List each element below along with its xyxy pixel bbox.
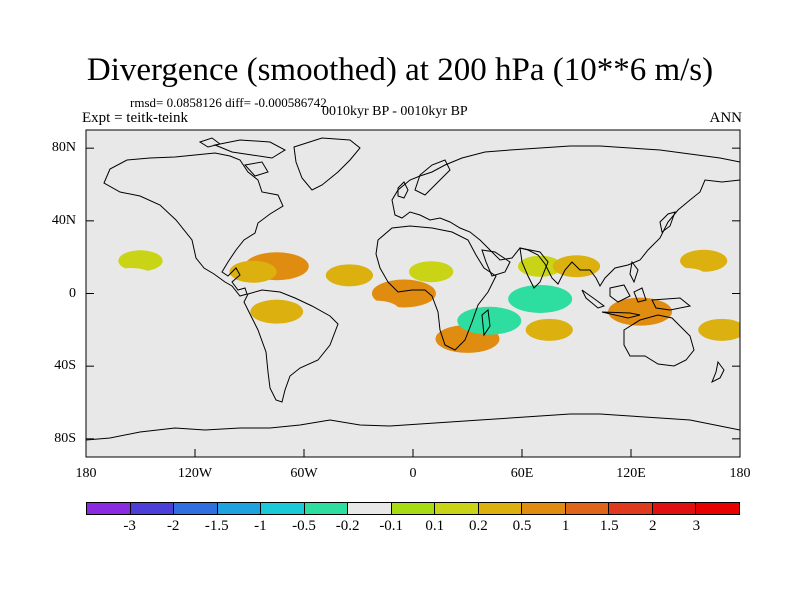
coast-antarctica — [86, 413, 740, 441]
coast-arabia — [481, 249, 511, 277]
coast-greenland — [293, 137, 361, 191]
coast-scandinavia — [414, 159, 451, 196]
colorbar-cell — [174, 503, 218, 514]
coastlines — [86, 137, 740, 441]
anomaly-southern-indian-ocean — [525, 318, 573, 341]
colorbar-label: 0.5 — [512, 518, 532, 534]
colorbar-cell — [652, 503, 697, 514]
season-label: ANN — [709, 110, 743, 126]
colorbar-label: 0.2 — [469, 518, 488, 534]
y-axis-label: 80S — [54, 430, 76, 446]
anomaly-central-pacific-15n — [118, 250, 163, 272]
coast-australia — [623, 314, 695, 367]
colorbar-label: 1.5 — [599, 518, 619, 534]
coast-british-isles — [397, 181, 409, 199]
anomaly-southwest-pacific — [698, 318, 740, 341]
colorbar-cell — [130, 503, 175, 514]
anomaly-west-pacific-5n — [661, 267, 710, 290]
anomaly-central-america — [229, 260, 277, 283]
colorbar-label: 1 — [561, 518, 570, 534]
anomaly-south-america-west — [250, 299, 304, 324]
anomaly-central-pacific-10n — [107, 267, 156, 290]
colorbar-cell — [609, 503, 653, 514]
colorbar-cell — [565, 503, 610, 514]
anomaly-maritime-continent — [589, 277, 637, 300]
colorbar-cell — [435, 503, 479, 514]
colorbar-cell — [522, 503, 566, 514]
colorbar-label: -1 — [254, 518, 267, 534]
stats-text: rmsd= 0.0858126 diff= -0.000586742 — [130, 95, 327, 110]
anomaly-south-america-south — [280, 327, 328, 350]
x-axis-label: 60E — [510, 466, 534, 481]
anomaly-western-atlantic — [325, 264, 374, 287]
y-axis-label: 0 — [69, 285, 76, 301]
anomaly-indonesia-south — [608, 297, 673, 326]
colorbar-label: -0.1 — [379, 518, 404, 534]
colorbar-cell — [478, 503, 523, 514]
colorbar-label: -2 — [166, 518, 180, 534]
x-axis-label: 0 — [409, 466, 417, 481]
coast-maritime-continent — [581, 284, 692, 319]
colorbar-label: -3 — [123, 518, 136, 534]
x-axis-label: 60W — [290, 466, 318, 481]
colorbar-label: -0.2 — [335, 518, 360, 534]
y-axis-label: 80N — [51, 140, 76, 156]
anomaly-equatorial-atlantic — [371, 279, 436, 308]
coast-madagascar — [481, 309, 491, 337]
axis-ticks — [85, 147, 741, 457]
coast-africa — [375, 225, 497, 351]
colorbar-label: 3 — [692, 518, 701, 534]
colorbar-cell — [348, 503, 392, 514]
anomaly-tropical-atlantic-south — [353, 300, 401, 323]
anomaly-equatorial-indian-ocean — [508, 284, 573, 313]
y-axis-label: 40N — [51, 212, 76, 228]
anomaly-north-africa — [434, 242, 483, 265]
coast-new-zealand — [711, 360, 725, 384]
colorbar-label: -0.5 — [292, 518, 316, 534]
coast-india — [519, 247, 549, 289]
colorbar-label: -1.5 — [204, 518, 229, 534]
anomaly-eastern-pacific-15s — [116, 309, 165, 332]
colorbar-cell — [696, 503, 739, 514]
coast-japan — [629, 211, 676, 284]
anomaly-west-pacific-15n — [680, 249, 728, 272]
colorbar-cell — [391, 503, 436, 514]
colorbar-label: 2 — [649, 518, 657, 534]
coast-north-america — [103, 152, 284, 297]
x-axis-label: 120W — [177, 466, 213, 481]
anomaly-arabian-sea — [517, 255, 563, 277]
colorbar — [86, 502, 740, 515]
x-axis-label: 180 — [75, 466, 97, 481]
chart-title: Divergence (smoothed) at 200 hPa (10**6 … — [86, 52, 714, 88]
colorbar-cell — [217, 503, 262, 514]
x-axis-label: 120E — [616, 466, 646, 481]
x-axis-label: 180 — [729, 466, 751, 481]
coast-south-america — [243, 289, 339, 403]
y-axis-label: 40S — [54, 358, 76, 374]
colorbar-label: 0.1 — [425, 518, 445, 534]
colorbar-cell — [87, 503, 131, 514]
colorbar-cell — [261, 503, 305, 514]
anomaly-eastern-pacific-5s — [189, 287, 237, 310]
period-label: 0010kyr BP - 0010kyr BP — [322, 104, 468, 119]
anomaly-sahel — [408, 261, 454, 283]
coast-eurasia — [391, 145, 740, 288]
experiment-label: Expt = teitk-teink — [82, 110, 188, 126]
colorbar-cell — [304, 503, 349, 514]
coast-canadian-arctic — [198, 137, 287, 177]
anomaly-layer — [107, 242, 740, 353]
